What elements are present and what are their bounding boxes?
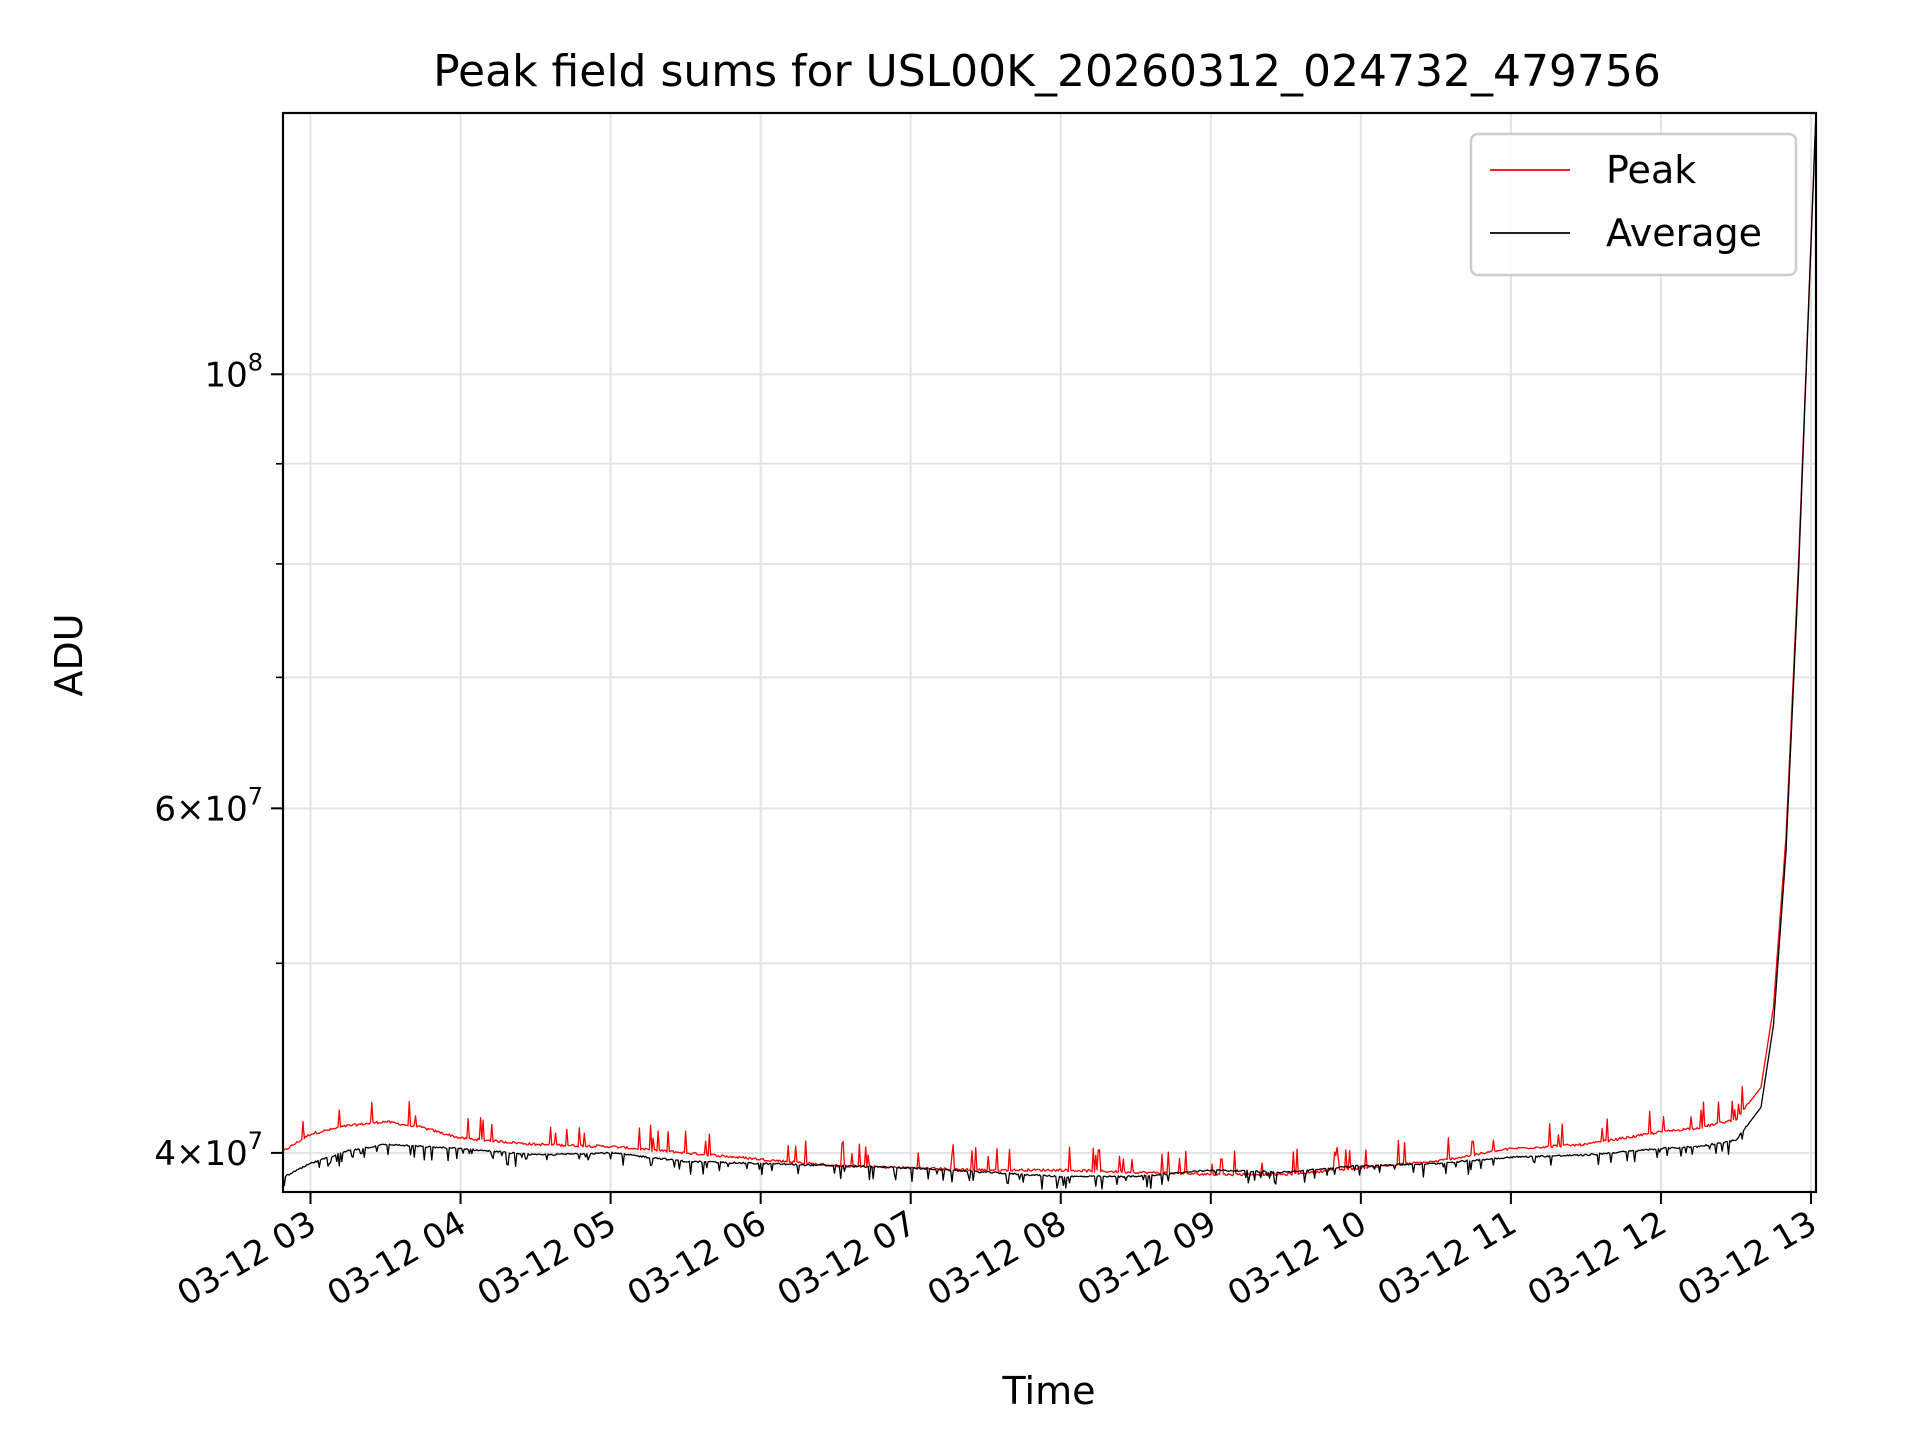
- x-axis-label: Time: [1002, 1369, 1096, 1413]
- y-tick-label: 108: [204, 348, 263, 395]
- series-layer: [283, 113, 1816, 1190]
- chart-title: Peak field sums for USL00K_20260312_0247…: [433, 46, 1661, 97]
- grid: [283, 113, 1816, 1192]
- series-line-peak: [283, 113, 1816, 1177]
- plot-frame: [281, 111, 1818, 1194]
- series-line-average: [283, 113, 1816, 1190]
- legend-label-average: Average: [1606, 211, 1762, 255]
- y-tick-label: 4×107: [154, 1127, 263, 1174]
- legend: Peak Average: [1469, 132, 1798, 277]
- y-axis-label: ADU: [47, 613, 91, 696]
- legend-label-peak: Peak: [1606, 148, 1696, 192]
- y-tick-label: 6×107: [154, 782, 263, 829]
